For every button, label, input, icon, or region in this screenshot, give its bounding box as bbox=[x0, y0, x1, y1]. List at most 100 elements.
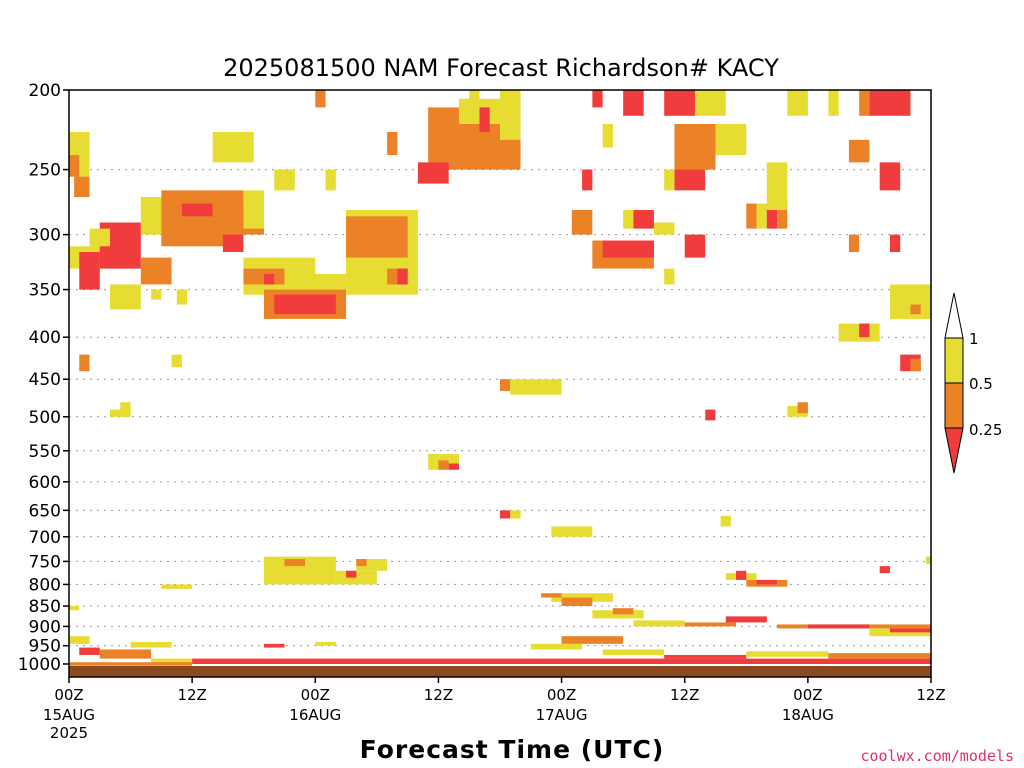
y-tick-label: 300 bbox=[29, 226, 61, 246]
heatmap-cell bbox=[879, 566, 890, 574]
x-tick-date: 18AUG bbox=[782, 706, 834, 724]
heatmap-cell bbox=[848, 139, 870, 163]
colorbar-label: 0.25 bbox=[969, 421, 1002, 439]
heatmap-cell bbox=[69, 606, 80, 611]
heatmap-cell bbox=[74, 176, 90, 198]
y-tick-label: 200 bbox=[29, 81, 61, 101]
heatmap-cell bbox=[315, 641, 336, 646]
heatmap-cell bbox=[99, 649, 152, 659]
heatmap-cell bbox=[130, 641, 172, 648]
heatmap-cell bbox=[859, 323, 870, 338]
y-tick-label: 1000 bbox=[18, 655, 61, 675]
heatmap-cell bbox=[294, 273, 347, 290]
x-tick-label: 00Z bbox=[793, 686, 822, 704]
heatmap-cell bbox=[263, 273, 275, 285]
heatmap-cell bbox=[176, 289, 188, 305]
y-tick-label: 600 bbox=[29, 473, 61, 493]
colorbar-top-arrow bbox=[944, 292, 964, 339]
y-tick-label: 800 bbox=[29, 575, 61, 595]
heatmap-cell bbox=[674, 123, 716, 170]
heatmap-cell bbox=[602, 649, 665, 655]
heatmap-cell bbox=[725, 616, 767, 623]
heatmap-cell bbox=[510, 379, 562, 395]
chart-title: 2025081500 NAM Forecast Richardson# KACY bbox=[223, 54, 779, 82]
heatmap-cell bbox=[274, 169, 295, 191]
heatmap-cell bbox=[797, 402, 808, 414]
heatmap-cell bbox=[140, 257, 172, 285]
heatmap-cell bbox=[674, 169, 706, 191]
y-tick-label: 750 bbox=[29, 552, 61, 572]
y-tick-label: 550 bbox=[29, 442, 61, 462]
heatmap-cell bbox=[315, 90, 326, 108]
heatmap-cell bbox=[79, 354, 90, 372]
heatmap-cell bbox=[500, 379, 511, 391]
heatmap-cell bbox=[222, 234, 244, 253]
heatmap-cell bbox=[684, 622, 737, 627]
heatmap-cell bbox=[612, 608, 634, 615]
heatmap-cell bbox=[346, 570, 357, 578]
plot-frame bbox=[68, 89, 932, 678]
x-tick-label: 12Z bbox=[916, 686, 945, 704]
heatmap-cell bbox=[664, 268, 675, 285]
heatmap-cell bbox=[438, 460, 449, 470]
heatmap-cell bbox=[746, 651, 829, 657]
heatmap-cells bbox=[69, 90, 932, 666]
heatmap-cell bbox=[448, 463, 459, 470]
y-tick-label: 250 bbox=[29, 161, 61, 181]
x-tick-label: 12Z bbox=[424, 686, 453, 704]
heatmap-cell bbox=[582, 169, 593, 191]
heatmap-cell bbox=[756, 203, 767, 229]
colorbar-segment bbox=[944, 382, 964, 429]
y-tick-label: 350 bbox=[29, 281, 61, 301]
heatmap-cell bbox=[859, 90, 870, 116]
x-tick-label: 12Z bbox=[177, 686, 206, 704]
heatmap-cell bbox=[623, 90, 644, 116]
heatmap-cell bbox=[120, 402, 131, 417]
heatmap-cell bbox=[633, 620, 685, 627]
heatmap-cell bbox=[356, 559, 388, 571]
colorbar-label: 1 bbox=[969, 330, 979, 348]
heatmap-cell bbox=[79, 647, 100, 655]
heatmap-cell bbox=[397, 268, 408, 285]
heatmap-cell bbox=[551, 526, 593, 537]
x-tick-label: 00Z bbox=[301, 686, 330, 704]
heatmap-cell bbox=[633, 210, 654, 229]
colorbar-bottom-arrow bbox=[944, 427, 964, 474]
y-tick-label: 700 bbox=[29, 528, 61, 548]
heatmap-cell bbox=[284, 559, 306, 567]
y-tick-label: 650 bbox=[29, 501, 61, 521]
heatmap-cell bbox=[705, 409, 716, 421]
heatmap-cell bbox=[766, 203, 778, 229]
heatmap-cell bbox=[571, 210, 593, 235]
heatmap-cell bbox=[561, 636, 624, 644]
heatmap-cell bbox=[623, 210, 634, 229]
heatmap-cell bbox=[510, 510, 521, 519]
heatmap-cell bbox=[356, 559, 367, 567]
colorbar-legend: 1 0.5 0.25 bbox=[944, 292, 1002, 474]
heatmap-cell bbox=[69, 662, 193, 666]
y-tick-label: 850 bbox=[29, 597, 61, 617]
heatmap-cell bbox=[910, 304, 921, 315]
y-tick-label: 400 bbox=[29, 328, 61, 348]
heatmap-cell bbox=[694, 90, 726, 116]
heatmap-cell bbox=[787, 90, 808, 116]
heatmap-cell bbox=[212, 132, 254, 163]
heatmap-cell bbox=[89, 228, 111, 247]
heatmap-cell bbox=[602, 123, 613, 148]
x-tick-year: 2025 bbox=[50, 724, 88, 742]
heatmap-cell bbox=[469, 90, 480, 108]
heatmap-cell bbox=[889, 628, 931, 633]
heatmap-cell bbox=[387, 132, 398, 156]
heatmap-cell bbox=[181, 203, 213, 217]
heatmap-cell bbox=[684, 234, 706, 258]
heatmap-cell bbox=[500, 90, 521, 140]
heatmap-cell bbox=[541, 593, 562, 598]
heatmap-cell bbox=[346, 216, 408, 258]
heatmap-cell bbox=[161, 584, 193, 589]
heatmap-cell bbox=[756, 579, 778, 585]
x-tick-label: 00Z bbox=[547, 686, 576, 704]
heatmap-cell bbox=[243, 190, 264, 229]
credit-text: coolwx.com/models bbox=[860, 747, 1014, 765]
heatmap-cell bbox=[592, 90, 603, 108]
